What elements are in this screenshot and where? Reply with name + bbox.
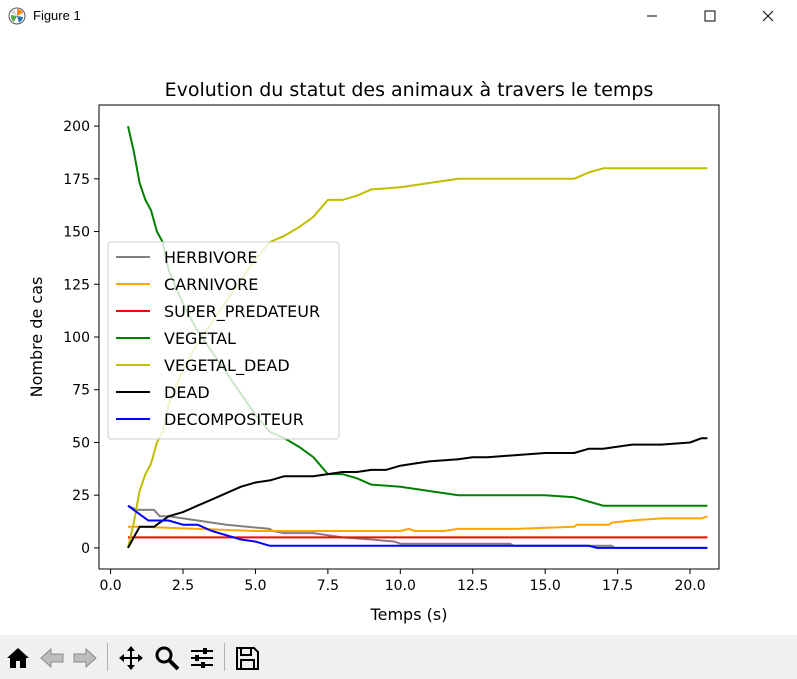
series-line-vegetal xyxy=(127,125,708,507)
x-tick-label: 17.5 xyxy=(602,578,633,594)
back-arrow-icon xyxy=(40,647,64,669)
window-titlebar: Figure 1 xyxy=(0,0,797,32)
x-tick-label: 20.0 xyxy=(674,578,705,594)
magnifier-icon xyxy=(155,646,180,671)
legend-label: DECOMPOSITEUR xyxy=(164,410,304,429)
series-line-dead xyxy=(127,437,708,549)
minimize-icon xyxy=(647,15,657,17)
toolbar-divider xyxy=(107,643,108,671)
pan-arrows-icon xyxy=(119,646,143,670)
save-button[interactable] xyxy=(234,645,260,671)
x-tick-label: 2.5 xyxy=(172,578,194,594)
figure-canvas: 0.0 2.5 5.0 7.5 10.0 12.5 15.0 17.5 20.0 0 25 50 75 1… xyxy=(0,32,797,635)
toolbar-divider xyxy=(224,643,225,671)
home-button[interactable] xyxy=(5,645,31,671)
legend-label: CARNIVORE xyxy=(164,275,258,294)
home-icon xyxy=(7,648,29,668)
x-axis-label: Temps (s) xyxy=(370,605,448,624)
maximize-icon xyxy=(704,10,716,22)
window-title: Figure 1 xyxy=(33,8,81,23)
y-axis-label: Nombre de cas xyxy=(27,277,46,398)
sliders-icon xyxy=(191,648,213,668)
legend-label: HERBIVORE xyxy=(164,248,257,267)
legend-label: VEGETAL xyxy=(164,329,236,348)
forward-button[interactable] xyxy=(72,645,98,671)
x-tick-label: 7.5 xyxy=(317,578,339,594)
forward-arrow-icon xyxy=(73,647,97,669)
floppy-disk-icon xyxy=(236,647,259,670)
minimize-button[interactable] xyxy=(623,0,681,32)
y-tick-label: 0 xyxy=(81,541,90,557)
legend: HERBIVORE CARNIVORE SUPER_PREDATEUR VEGETAL… xyxy=(107,241,340,440)
x-tick-label: 15.0 xyxy=(530,578,561,594)
x-tick-label: 0.0 xyxy=(99,578,121,594)
maximize-button[interactable] xyxy=(681,0,739,32)
series-line-decompositeur xyxy=(127,504,708,549)
y-tick-label: 150 xyxy=(63,225,90,241)
navigation-toolbar xyxy=(0,635,797,679)
close-button[interactable] xyxy=(739,0,797,32)
configure-subplots-button[interactable] xyxy=(189,645,215,671)
x-tick-label: 12.5 xyxy=(457,578,488,594)
close-icon xyxy=(762,10,774,22)
matplotlib-logo-icon xyxy=(8,7,26,25)
y-tick-label: 125 xyxy=(63,277,90,293)
x-tick-label: 5.0 xyxy=(244,578,266,594)
legend-label: DEAD xyxy=(164,383,210,402)
ticks-layer: 0.0 2.5 5.0 7.5 10.0 12.5 15.0 17.5 20.0 0 25 50 75 1… xyxy=(63,119,705,594)
y-tick-label: 75 xyxy=(72,383,90,399)
y-tick-label: 175 xyxy=(63,172,90,188)
zoom-button[interactable] xyxy=(154,645,180,671)
y-tick-label: 50 xyxy=(72,435,90,451)
y-tick-label: 100 xyxy=(63,330,90,346)
x-tick-label: 10.0 xyxy=(385,578,416,594)
legend-label: VEGETAL_DEAD xyxy=(164,356,290,376)
back-button[interactable] xyxy=(39,645,65,671)
chart-title: Evolution du statut des animaux à traver… xyxy=(165,79,654,101)
legend-box xyxy=(107,241,340,440)
y-tick-label: 25 xyxy=(72,488,90,504)
legend-label: SUPER_PREDATEUR xyxy=(164,302,320,322)
series-line-carnivore xyxy=(128,515,708,532)
pan-button[interactable] xyxy=(118,645,144,671)
chart: 0.0 2.5 5.0 7.5 10.0 12.5 15.0 17.5 20.0 0 25 50 75 1… xyxy=(27,79,720,624)
y-tick-label: 200 xyxy=(63,119,90,135)
